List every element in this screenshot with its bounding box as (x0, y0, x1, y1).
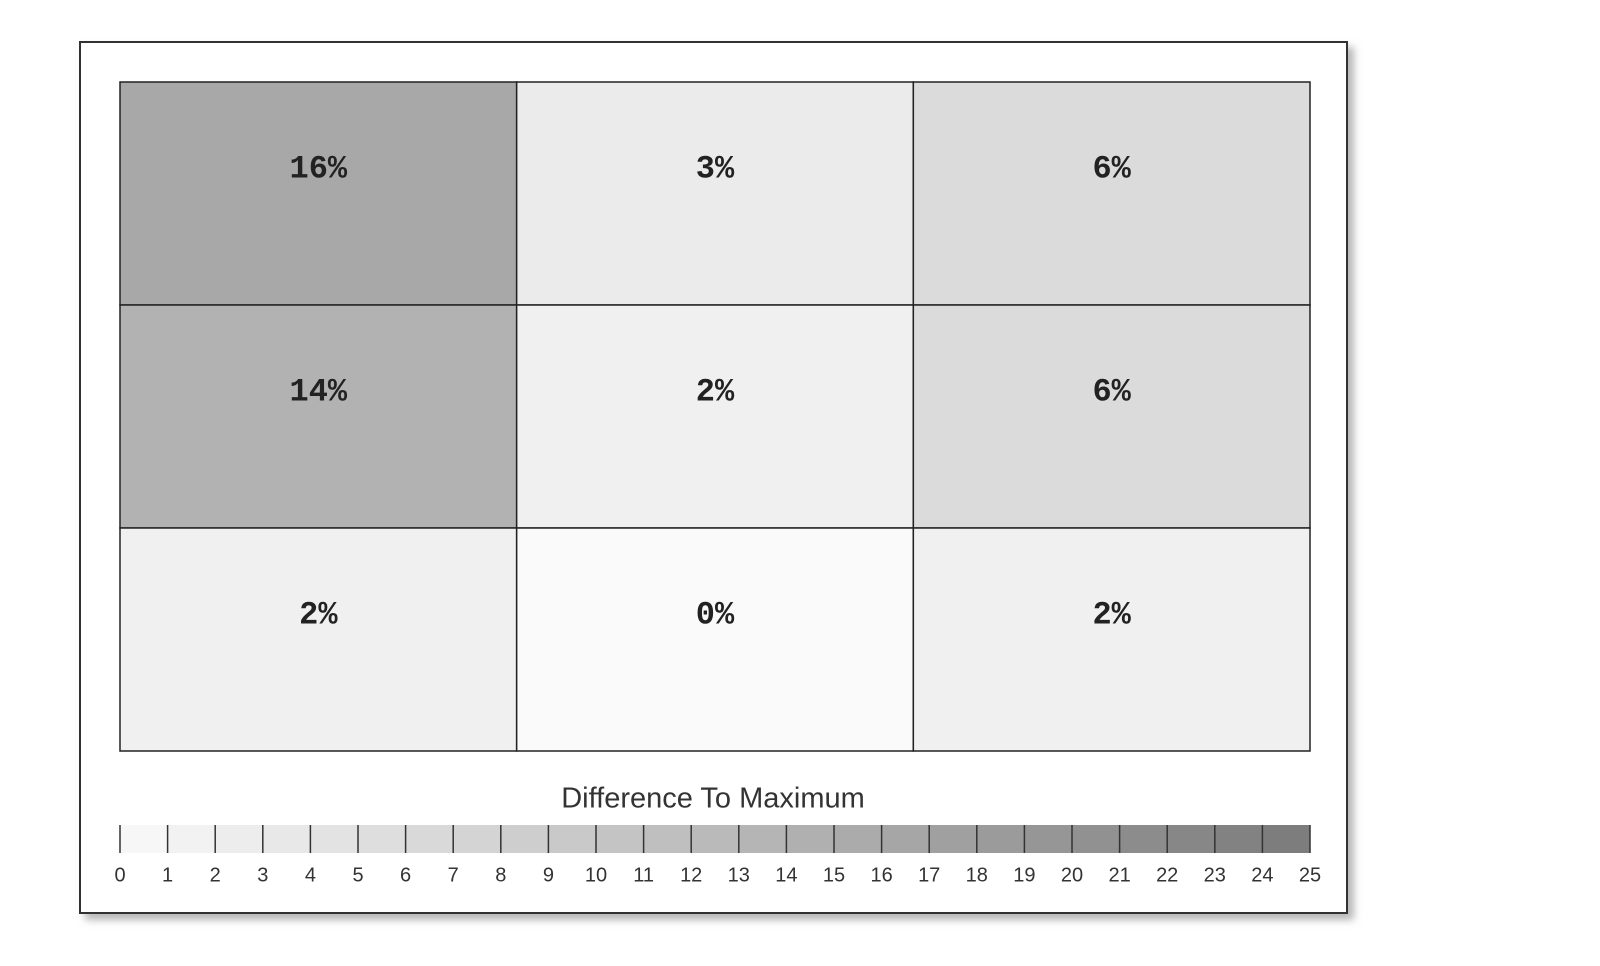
colorbar-segment (929, 825, 977, 853)
colorbar-segment (738, 825, 787, 853)
colorbar-tick-label: 10 (585, 864, 607, 886)
colorbar-tick-label: 20 (1061, 864, 1083, 886)
colorbar-segment (500, 825, 549, 853)
colorbar-tick-label: 5 (352, 864, 363, 886)
cell-label: 6% (1092, 150, 1131, 187)
colorbar-tick-label: 18 (966, 864, 988, 886)
colorbar-segment (1262, 825, 1310, 853)
colorbar-tick-label: 4 (305, 864, 316, 886)
cell-label: 6% (1092, 373, 1131, 410)
cell-label: 14% (290, 373, 348, 410)
colorbar-segment (453, 825, 501, 853)
colorbar-segment (881, 825, 930, 853)
colorbar-segment (1072, 825, 1120, 853)
colorbar-tick-label: 16 (870, 864, 892, 886)
colorbar-segment (262, 825, 311, 853)
cell-label: 3% (696, 150, 735, 187)
colorbar-tick-label: 25 (1299, 864, 1321, 886)
heat-cell (912, 81, 1311, 306)
colorbar-segment (358, 825, 406, 853)
heat-cell (515, 304, 915, 529)
colorbar-tick-label: 17 (918, 864, 940, 886)
heat-cell (515, 81, 915, 306)
colorbar-tick-label: 15 (823, 864, 845, 886)
colorbar-segment (120, 825, 168, 853)
heat-cell (119, 527, 518, 752)
colorbar-segment (786, 825, 834, 853)
colorbar-tick-label: 0 (114, 864, 125, 886)
colorbar-segment (548, 825, 596, 853)
colorbar-tick-label: 21 (1108, 864, 1130, 886)
cell-label: 16% (290, 150, 348, 187)
colorbar-tick-label: 12 (680, 864, 702, 886)
colorbar-tick-label: 9 (543, 864, 554, 886)
cell-label: 2% (299, 596, 338, 633)
cell-label: 2% (696, 373, 735, 410)
colorbar-segment (596, 825, 644, 853)
colorbar-segment (215, 825, 263, 853)
colorbar-tick-label: 1 (162, 864, 173, 886)
colorbar-segment (976, 825, 1025, 853)
heat-cell (119, 81, 518, 306)
colorbar-segment (834, 825, 882, 853)
colorbar-title: Difference To Maximum (561, 783, 865, 815)
colorbar-tick-label: 11 (633, 864, 654, 886)
colorbar-tick-label: 3 (257, 864, 268, 886)
colorbar-tick-label: 24 (1251, 864, 1273, 886)
colorbar-segment (1167, 825, 1215, 853)
colorbar-tick-label: 23 (1204, 864, 1226, 886)
colorbar-segment (1024, 825, 1072, 853)
colorbar-tick-label: 13 (728, 864, 750, 886)
colorbar-tick-label: 8 (495, 864, 506, 886)
colorbar-segment (1119, 825, 1168, 853)
colorbar-segment (405, 825, 454, 853)
colorbar-tick-label: 22 (1156, 864, 1178, 886)
heat-cell (119, 304, 518, 529)
heat-cell (515, 527, 915, 752)
heat-cell (912, 304, 1311, 529)
colorbar-segment (643, 825, 692, 853)
colorbar-segment (691, 825, 739, 853)
cell-label: 0% (696, 596, 735, 633)
heat-cell (912, 527, 1311, 752)
colorbar-tick-label: 6 (400, 864, 411, 886)
colorbar-tick-label: 14 (775, 864, 797, 886)
colorbar-segment (1214, 825, 1263, 853)
colorbar-segment (167, 825, 216, 853)
colorbar-tick-label: 19 (1013, 864, 1035, 886)
colorbar-segment (310, 825, 358, 853)
cell-label: 2% (1092, 596, 1131, 633)
colorbar-tick-label: 2 (210, 864, 221, 886)
colorbar-tick-label: 7 (448, 864, 459, 886)
